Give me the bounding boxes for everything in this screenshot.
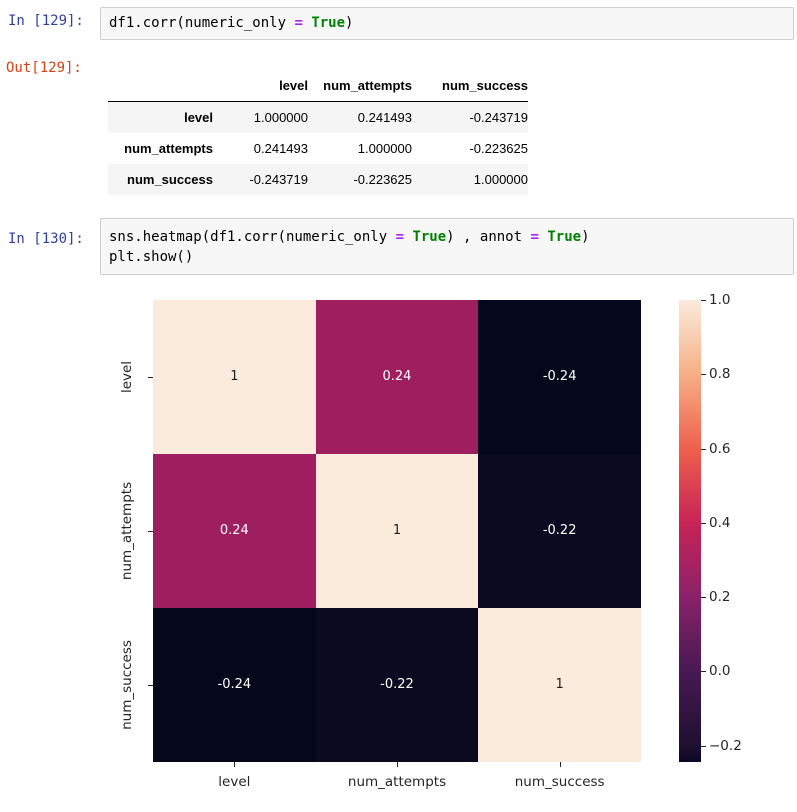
colorbar-tick-label: −0.2: [709, 737, 742, 754]
table-row-label: num_success: [127, 172, 213, 187]
colorbar-tick: [701, 745, 706, 747]
y-tick: [148, 377, 153, 378]
heatmap-annotation: 1: [555, 677, 564, 693]
heatmap-annotation: -0.24: [542, 369, 577, 385]
out-prompt-129: Out[129]:: [6, 60, 82, 76]
colorbar-tick: [701, 300, 706, 301]
heatmap-cell: -0.24: [153, 607, 316, 762]
code-line: df1.corr(numeric_only = True): [109, 14, 785, 33]
heatmap-cell: 1: [315, 453, 479, 608]
y-tick: [148, 531, 153, 532]
code-token: ): [581, 229, 590, 245]
code-token: True: [547, 229, 582, 245]
heatmap-annotation: -0.24: [217, 677, 252, 693]
code-token: True: [412, 229, 447, 245]
heatmap-cell: 1: [478, 607, 641, 762]
code-token: =: [530, 229, 539, 245]
code-token: ) , annot: [446, 229, 531, 245]
x-tick: [234, 762, 236, 767]
colorbar-tick-label: 0.4: [709, 514, 731, 531]
y-tick-label: level: [119, 360, 135, 394]
code-token: sns.heatmap(df1.corr(numeric_only: [109, 229, 396, 245]
in-prompt-129: In [129]:: [8, 13, 84, 29]
table-cell: 1.000000: [357, 141, 412, 156]
table-row: num_attempts 0.241493 1.000000 -0.223625: [108, 133, 528, 164]
colorbar-tick-label: 0.8: [709, 366, 731, 383]
x-tick: [397, 762, 398, 767]
colorbar-tick-label: 0.0: [709, 663, 731, 680]
colorbar-tick-label: 1.0: [709, 292, 731, 308]
heatmap-annotation: 1: [392, 523, 402, 539]
table-cell: -0.243719: [249, 172, 308, 187]
in-prompt-130: In [130]:: [8, 231, 84, 247]
heatmap-cell: -0.24: [478, 300, 641, 454]
table-column-header: level: [213, 70, 308, 102]
table-row: num_success -0.243719 -0.223625 1.000000: [108, 164, 528, 195]
table-corner-cell: [108, 70, 213, 102]
y-tick-label: num_success: [119, 640, 135, 730]
y-tick: [148, 685, 153, 686]
x-tick: [559, 762, 561, 767]
x-tick-label: num_attempts: [347, 774, 447, 790]
colorbar-tick: [701, 448, 706, 450]
code-cell-input-129[interactable]: df1.corr(numeric_only = True): [100, 7, 794, 40]
heatmap-annotation: 0.24: [382, 369, 412, 385]
table-row-label: level: [184, 110, 213, 125]
heatmap-annotation: -0.22: [542, 523, 577, 539]
heatmap-cell: -0.22: [478, 453, 641, 608]
table-cell: -0.243719: [469, 110, 528, 125]
code-token: df1.corr(numeric_only: [109, 15, 295, 31]
colorbar-tick-label: 0.6: [709, 440, 731, 457]
code-token: =: [294, 15, 303, 31]
table-header-row: level num_attempts num_success: [108, 70, 528, 102]
heatmap-cell: 0.24: [153, 453, 316, 608]
heatmap-annotation: -0.22: [380, 677, 414, 693]
code-token: True: [311, 15, 346, 31]
colorbar-gradient: [679, 300, 701, 762]
heatmap-cell: 1: [153, 300, 316, 454]
code-token: plt.show(): [109, 249, 194, 265]
x-tick-label: level: [218, 774, 251, 790]
table-cell: 1.000000: [253, 110, 308, 125]
code-token: ): [345, 15, 354, 31]
y-tick-label: num_attempts: [119, 481, 135, 581]
x-tick-label: num_success: [514, 774, 605, 790]
colorbar-tick: [701, 522, 706, 524]
table-cell: -0.223625: [469, 141, 528, 156]
code-line: sns.heatmap(df1.corr(numeric_only = True…: [109, 227, 785, 247]
table-column-header: num_attempts: [308, 70, 412, 102]
colorbar-tick: [701, 374, 706, 376]
heatmap-annotation: 0.24: [219, 523, 249, 539]
table-cell: 0.241493: [253, 141, 308, 156]
table-row-label: num_attempts: [124, 141, 213, 156]
code-token: =: [395, 229, 405, 245]
table-cell: 1.000000: [473, 172, 528, 187]
colorbar-tick: [701, 671, 706, 673]
table-cell: -0.223625: [353, 172, 412, 187]
heatmap-annotation: 1: [230, 369, 239, 385]
correlation-table: level num_attempts num_success level 1.00000…: [108, 70, 528, 195]
table-column-header: num_success: [412, 70, 528, 102]
code-cell-input-130[interactable]: sns.heatmap(df1.corr(numeric_only = True…: [100, 218, 794, 275]
colorbar-tick: [701, 597, 706, 599]
colorbar-tick-label: 0.2: [709, 589, 731, 606]
heatmap-cell: 0.24: [315, 300, 479, 454]
heatmap-plot: 1 0.24 -0.24 0.24 1 -0.22 -0.24 -0.22 1: [153, 300, 641, 762]
code-line: plt.show(): [109, 247, 785, 267]
table-row: level 1.000000 0.241493 -0.243719: [108, 101, 528, 133]
table-cell: 0.241493: [357, 110, 412, 125]
heatmap-cell: -0.22: [315, 607, 479, 762]
heatmap-figure: 1 0.24 -0.24 0.24 1 -0.22 -0.24 -0.22 1 level num…: [0, 285, 797, 812]
